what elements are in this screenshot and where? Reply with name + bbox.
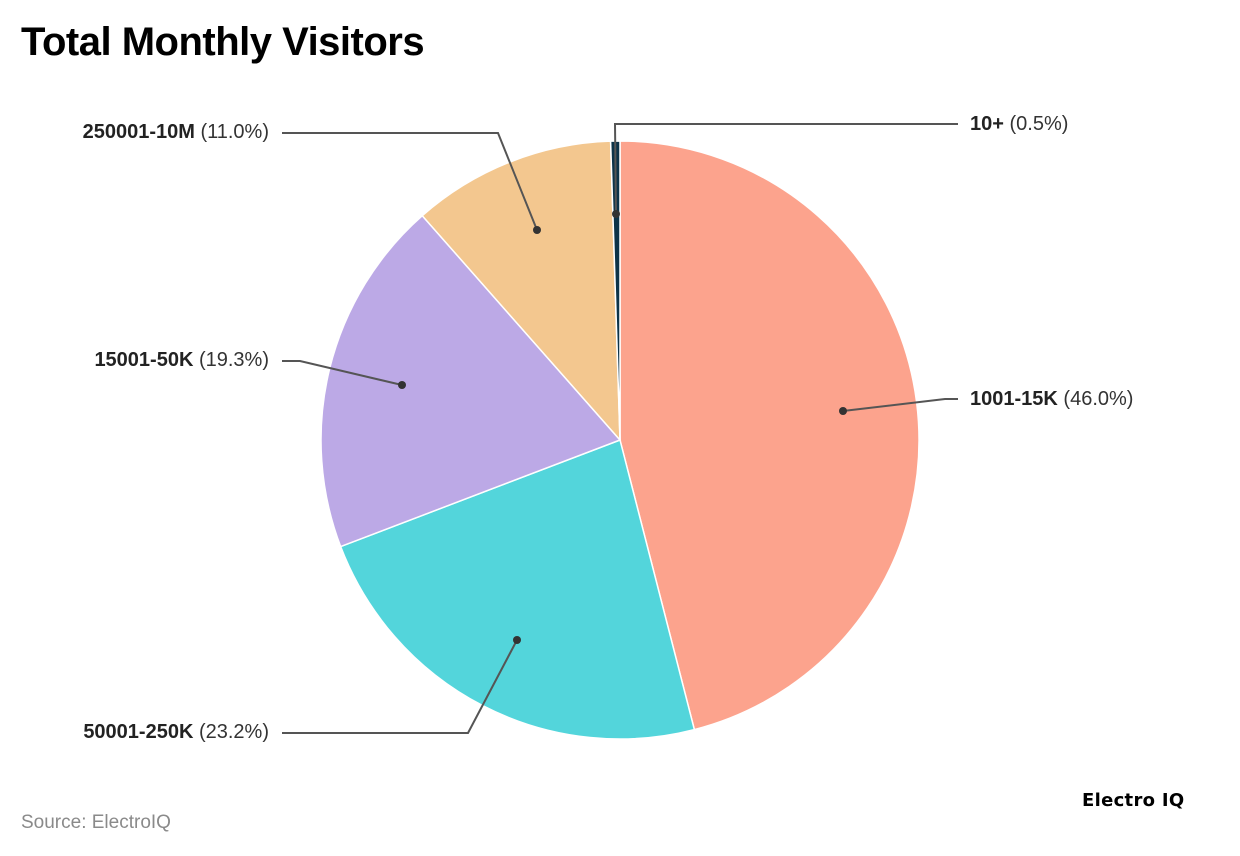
label-percent: (11.0%) — [200, 121, 269, 143]
label-1001-15k: 1001-15K (46.0%) — [970, 388, 1133, 411]
leader-line-10plus — [613, 123, 958, 215]
leader-dots — [398, 210, 847, 644]
label-name: 15001-50K — [94, 349, 194, 371]
leader-dot — [398, 381, 406, 389]
label-percent: (19.3%) — [198, 349, 269, 371]
label-percent: (23.2%) — [198, 721, 269, 743]
leader-line-15001-50k — [282, 360, 403, 386]
label-10plus: 10+ (0.5%) — [970, 113, 1068, 136]
pie-slices — [320, 140, 920, 740]
label-name: 250001-10M — [82, 121, 195, 143]
label-name: 10+ — [970, 113, 1004, 135]
leader-lines — [282, 123, 958, 734]
label-percent: (46.0%) — [1063, 388, 1134, 410]
label-50001-250k: 50001-250K (23.2%) — [83, 721, 269, 744]
leader-line-50001-250k — [282, 639, 518, 734]
leader-dot — [533, 226, 541, 234]
label-percent: (0.5%) — [1009, 113, 1069, 135]
chart-title: Total Monthly Visitors — [21, 20, 425, 64]
label-250001-10m: 250001-10M (11.0%) — [83, 121, 269, 144]
brand-logo: Electro IQ — [1082, 790, 1185, 811]
label-15001-50k: 15001-50K (19.3%) — [94, 349, 269, 372]
leader-line-1001-15k — [842, 398, 958, 412]
label-name: 1001-15K — [970, 388, 1058, 410]
source-note: Source: ElectroIQ — [21, 812, 171, 833]
leader-dot — [513, 636, 521, 644]
label-name: 50001-250K — [83, 721, 194, 743]
leader-dot — [839, 407, 847, 415]
leader-line-250001-10m — [282, 132, 538, 231]
leader-dot — [612, 210, 620, 218]
